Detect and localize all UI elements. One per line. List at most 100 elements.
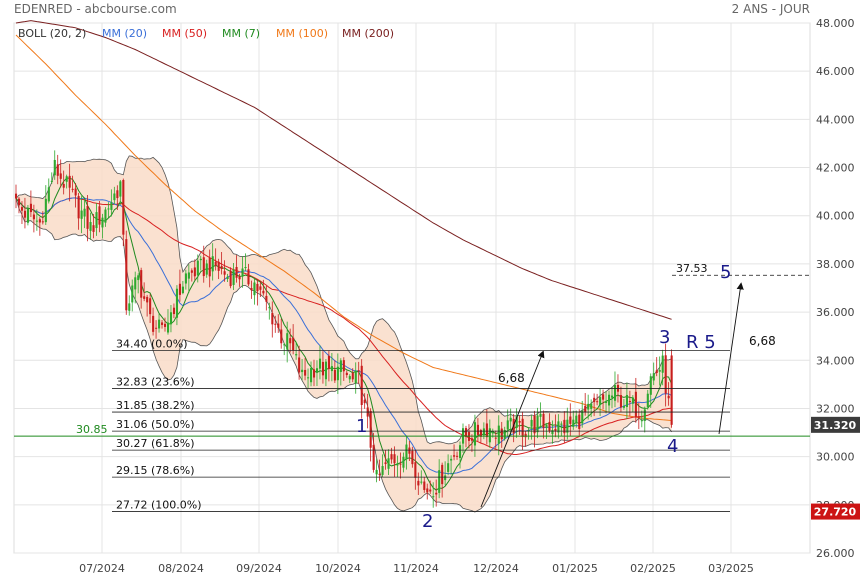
candle-body <box>533 415 536 434</box>
candle-body <box>453 455 456 457</box>
candle-body <box>569 416 572 424</box>
legend-item: BOLL (20, 2) <box>18 27 86 40</box>
candle-body <box>29 203 32 213</box>
candle-body <box>599 397 602 406</box>
candle-body <box>172 307 176 315</box>
candle-body <box>313 369 316 378</box>
x-tick-label: 09/2024 <box>236 562 282 575</box>
y-tick-label: 26.000 <box>816 547 855 560</box>
candle-body <box>241 268 244 277</box>
candle-body <box>459 445 462 458</box>
mm200-line <box>15 20 672 320</box>
candle-body <box>354 370 357 384</box>
candle-body <box>292 337 295 351</box>
fib-level-label: 29.15 (78.6%) <box>116 464 195 477</box>
candle-body <box>378 473 381 475</box>
candle-body <box>539 413 542 417</box>
wave-label: 2 <box>422 511 433 532</box>
candle-body <box>17 198 21 206</box>
candle-body <box>166 322 170 333</box>
candle-body <box>581 410 584 424</box>
candle-body <box>536 415 539 433</box>
candle-body <box>560 423 563 425</box>
candle-body <box>20 207 24 211</box>
candle-body <box>339 360 342 372</box>
low-price-tag <box>811 503 860 520</box>
candle-body <box>149 298 152 315</box>
candle-body <box>488 428 491 443</box>
candle-body <box>175 288 179 318</box>
mm50-line <box>15 197 672 455</box>
y-tick-label: 48.000 <box>816 17 855 30</box>
candle-body <box>280 329 283 344</box>
candle-body <box>613 385 617 401</box>
candle-body <box>86 205 89 229</box>
candle-body <box>393 454 396 464</box>
y-tick-label: 46.000 <box>816 65 855 78</box>
candle-body <box>98 206 101 225</box>
candle-body <box>417 480 420 486</box>
move-label-2: 6,68 <box>749 334 776 348</box>
candle-body <box>101 217 104 228</box>
candle-body <box>307 377 310 379</box>
x-tick-label: 10/2024 <box>315 562 361 575</box>
candle-body <box>62 183 65 188</box>
candle-body <box>77 196 80 219</box>
candle-body <box>110 202 113 210</box>
candle-body <box>289 338 292 344</box>
candle-body <box>605 401 608 403</box>
candle-body <box>211 256 214 272</box>
chart-period: 2 ANS - JOUR <box>732 2 810 16</box>
candle-body <box>384 462 387 465</box>
legend-item: MM (100) <box>276 27 328 40</box>
y-tick-label: 44.000 <box>816 113 855 126</box>
y-tick-label: 38.000 <box>816 258 855 271</box>
candle-body <box>113 193 116 201</box>
candle-body <box>184 273 187 284</box>
candle-body <box>542 413 545 428</box>
candle-body <box>423 481 426 490</box>
candle-body <box>119 181 122 197</box>
fib-level-label: 27.72 (100.0%) <box>116 499 202 512</box>
last-price-value: 31.320 <box>814 419 857 432</box>
candle-body <box>578 414 581 429</box>
candle-body <box>310 367 313 383</box>
candle-body <box>640 420 643 422</box>
candle-body <box>509 417 512 422</box>
candle-body <box>232 269 235 285</box>
wave-label: 4 <box>667 436 678 457</box>
candle-body <box>554 428 557 432</box>
candle-body <box>360 365 363 405</box>
candle-body <box>363 399 366 404</box>
candle-body <box>637 416 640 418</box>
fibonacci-levels: 34.40 (0.0%) 32.83 (23.6%) 31.85 (38.2%) 31… <box>112 338 730 512</box>
support-label: 30.85 <box>76 423 108 436</box>
candle-body <box>426 488 429 493</box>
fib-level-label: 31.85 (38.2%) <box>116 399 195 412</box>
legend: BOLL (20, 2) MM (20) MM (50) MM (7) MM (100)… <box>18 27 394 40</box>
candle-body <box>238 276 241 280</box>
candle-body <box>274 323 277 325</box>
candle-body <box>649 376 652 395</box>
candle-body <box>32 214 35 220</box>
candle-body <box>95 212 98 229</box>
candle-body <box>661 355 664 373</box>
candle-body <box>59 173 62 179</box>
candle-body <box>476 424 479 435</box>
candle-body <box>155 327 158 329</box>
candle-body <box>396 463 399 466</box>
last-price-tag <box>811 416 860 433</box>
candle-body <box>587 403 590 410</box>
y-tick-label: 30.000 <box>816 451 855 464</box>
chart-title: EDENRED - abcbourse.com <box>14 2 177 16</box>
candle-body <box>345 372 348 376</box>
candle-body <box>521 418 524 438</box>
candle-body <box>503 429 506 439</box>
candle-body <box>441 464 444 485</box>
candle-body <box>447 463 450 472</box>
fib-level-label: 32.83 (23.6%) <box>116 375 195 388</box>
candle-body <box>268 307 271 309</box>
candle-body <box>655 370 658 373</box>
candle-body <box>161 322 164 325</box>
candle-body <box>497 425 500 444</box>
